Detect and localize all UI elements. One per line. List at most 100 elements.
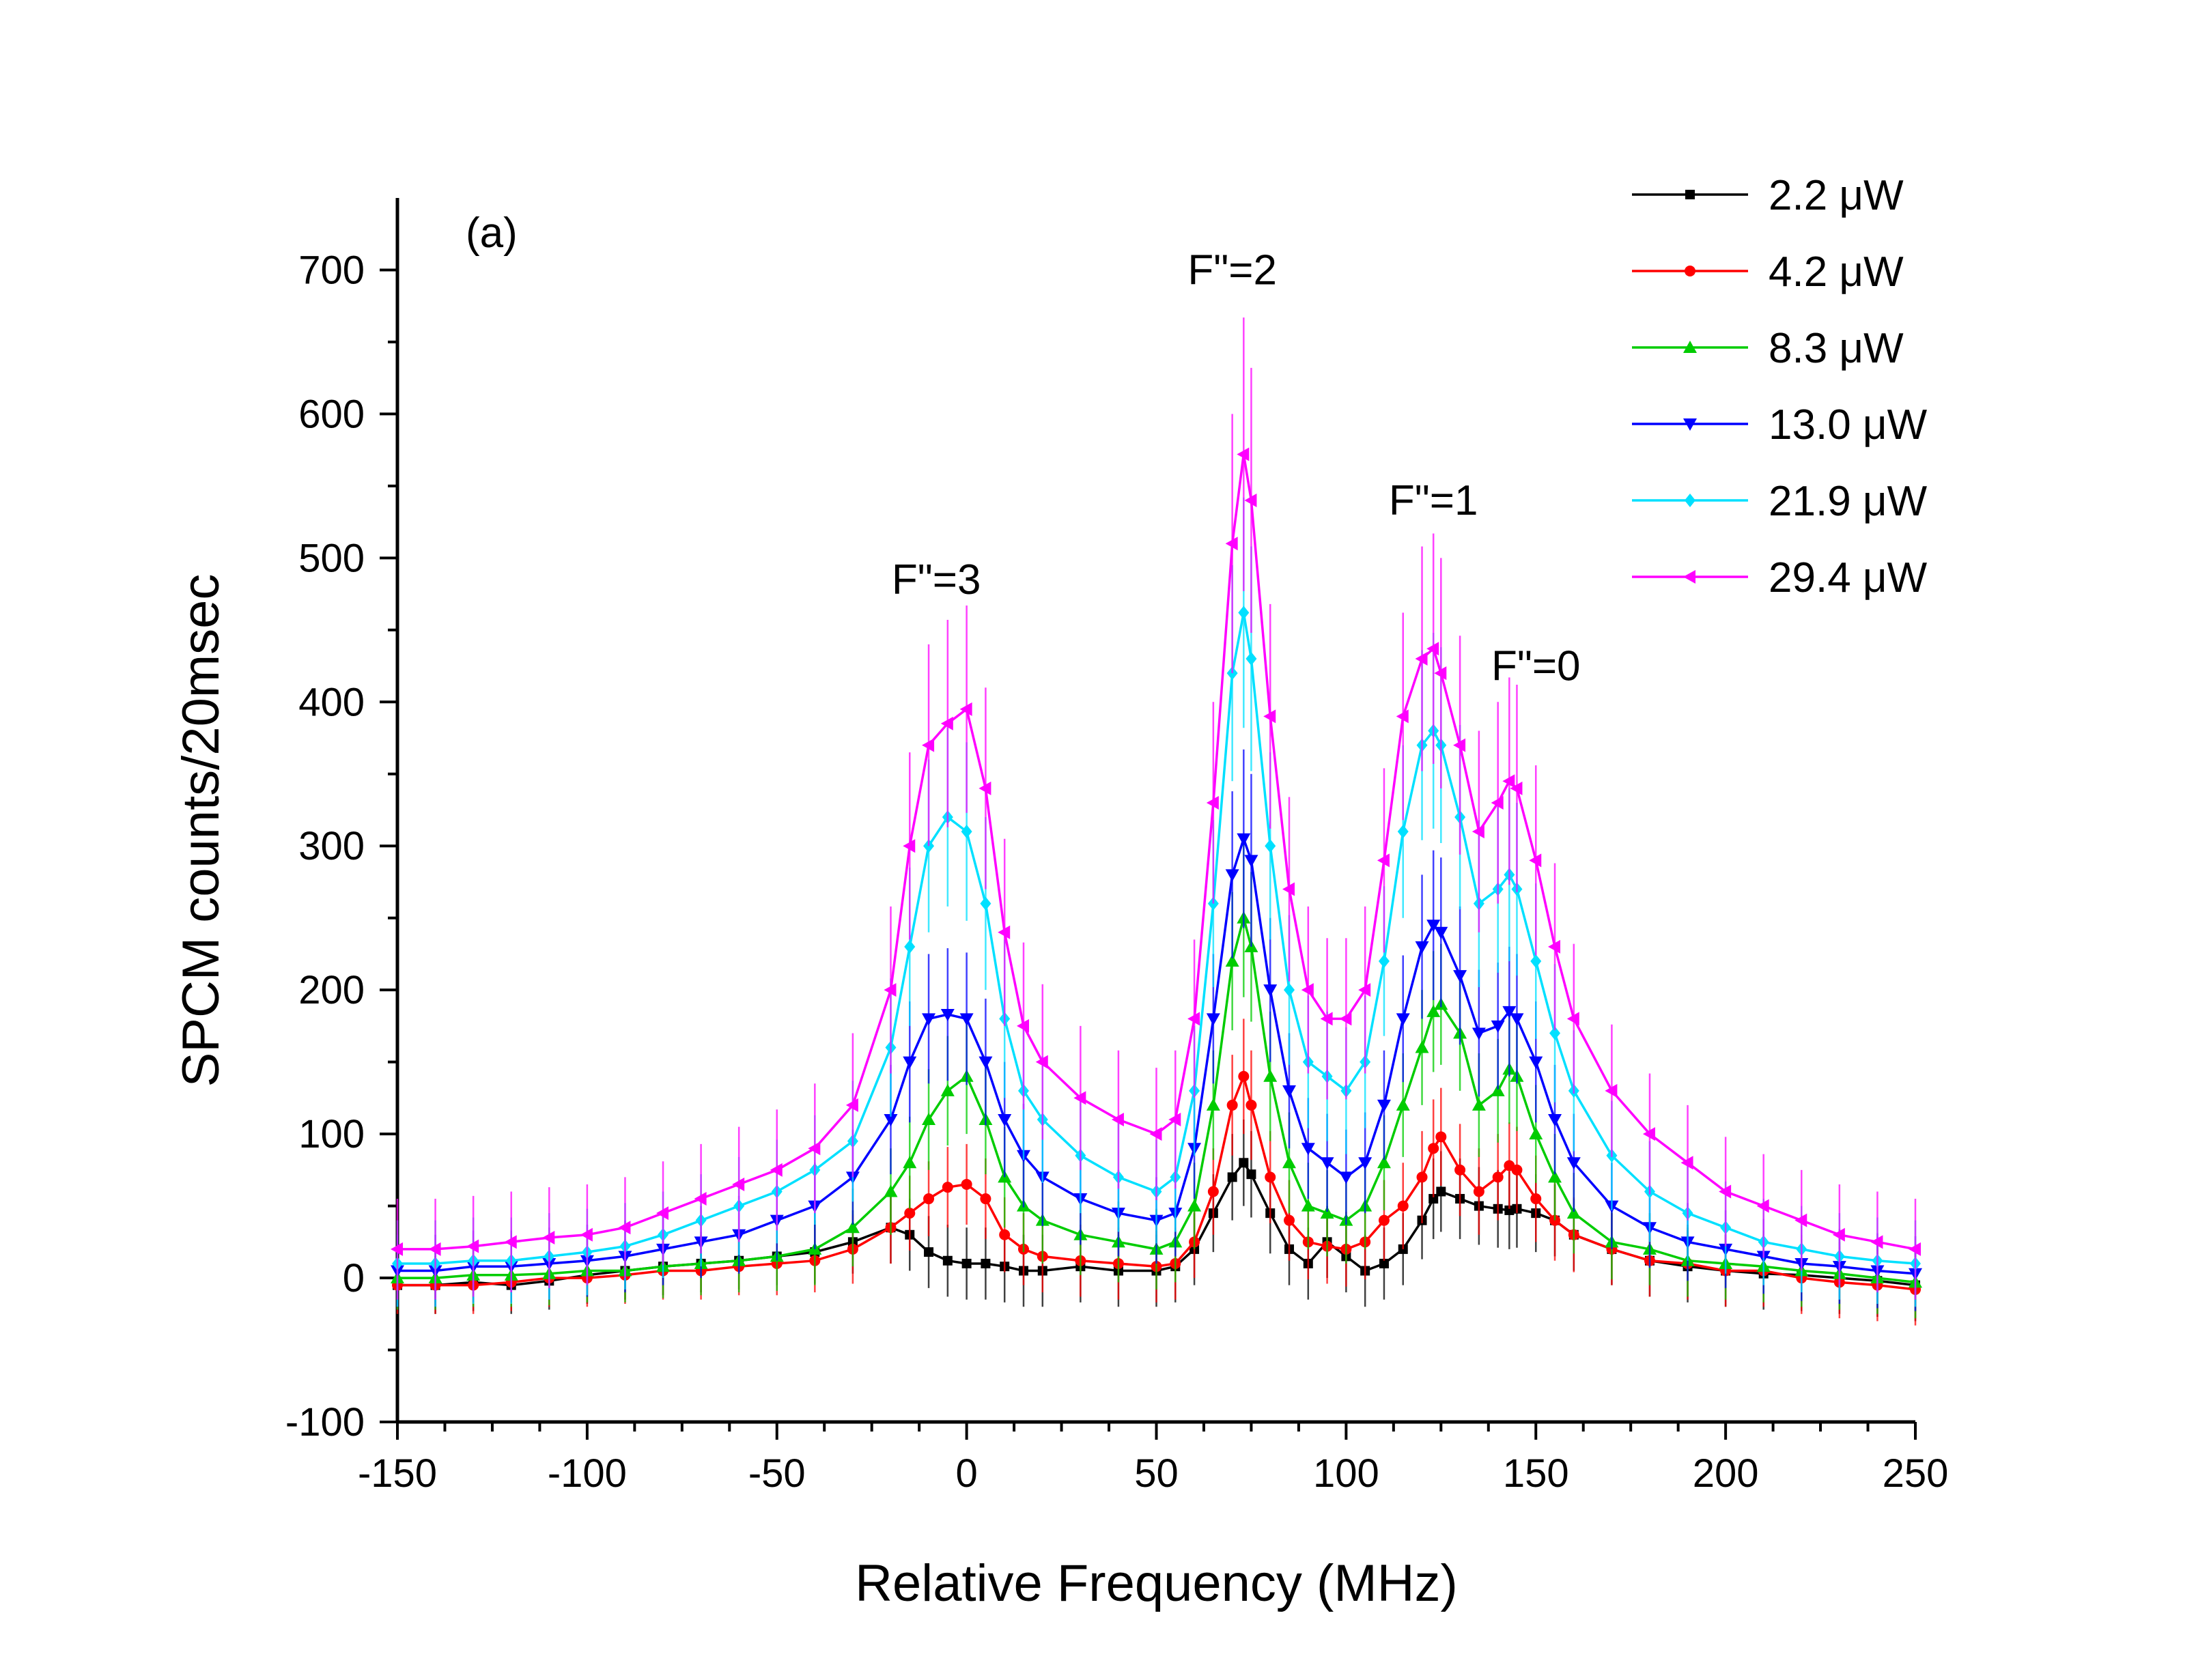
data-point [1683, 418, 1697, 431]
data-point [1206, 1013, 1220, 1026]
data-point [903, 1156, 917, 1169]
data-point [904, 939, 916, 954]
data-point [1510, 1013, 1524, 1026]
data-point [1239, 1158, 1249, 1168]
data-point [1416, 1171, 1428, 1183]
data-point [1301, 1199, 1315, 1212]
data-point [1426, 1004, 1441, 1017]
data-point [1339, 1012, 1352, 1026]
data-point [1187, 1012, 1200, 1026]
data-point [1548, 939, 1561, 954]
data-point [1566, 1206, 1581, 1219]
data-point [1435, 1131, 1447, 1143]
data-point [1378, 954, 1390, 968]
data-point [884, 1184, 898, 1197]
data-point [808, 1141, 821, 1156]
y-tick-label: 600 [298, 392, 365, 436]
data-point [1149, 1127, 1162, 1141]
data-point [1227, 1172, 1237, 1182]
data-point [1225, 537, 1238, 551]
legend-item: 8.3 μW [1632, 325, 1904, 372]
data-point [1415, 941, 1429, 954]
y-tick-label: 700 [298, 248, 365, 292]
data-point [1244, 493, 1257, 507]
peak-label: F"=0 [1491, 643, 1581, 690]
data-point [1453, 970, 1467, 983]
data-point [924, 1247, 934, 1257]
data-point [1245, 652, 1257, 666]
y-tick-label: 500 [298, 536, 365, 580]
data-point [1396, 1013, 1410, 1026]
x-tick-label: 0 [955, 1451, 977, 1496]
data-point [922, 1013, 936, 1026]
data-point [1642, 1127, 1655, 1141]
data-point [1378, 1214, 1390, 1226]
data-point [904, 1208, 916, 1219]
x-tick-label: 100 [1313, 1451, 1379, 1496]
data-point [1426, 920, 1441, 932]
data-point [1206, 795, 1219, 810]
data-point [959, 1013, 974, 1026]
data-point [1301, 1143, 1315, 1156]
data-point [1396, 1098, 1410, 1111]
peak-label: F"=2 [1187, 247, 1277, 294]
x-tick-label: -150 [358, 1451, 437, 1496]
axes: -150 -100 -50 0 50 100 150 200 250 -100 0 100 200 300… [285, 198, 1948, 1496]
data-point [1428, 1143, 1439, 1154]
series-layer [391, 317, 1922, 1326]
data-point [1472, 1027, 1486, 1040]
peak-label: F"=3 [892, 556, 981, 603]
y-tick-label: 0 [343, 1256, 365, 1300]
data-point [1379, 1258, 1389, 1268]
data-point [979, 1056, 993, 1069]
data-point [1870, 1235, 1883, 1249]
legend-item: 4.2 μW [1632, 248, 1904, 296]
data-point [1504, 1205, 1515, 1215]
data-point [1111, 1113, 1124, 1127]
data-point [998, 1114, 1012, 1127]
data-point [961, 825, 972, 839]
data-point [1453, 738, 1466, 752]
data-point [1016, 1019, 1029, 1033]
legend-label: 13.0 μW [1769, 401, 1928, 449]
data-point [732, 1177, 745, 1191]
data-point [1415, 1040, 1429, 1053]
data-point [999, 1229, 1011, 1240]
legend-item: 13.0 μW [1632, 401, 1928, 449]
data-point [1502, 774, 1515, 788]
data-point [1237, 833, 1251, 846]
data-point [1549, 1026, 1561, 1040]
legend-item: 21.9 μW [1632, 478, 1928, 525]
data-point [1377, 853, 1390, 868]
data-point [1756, 1199, 1769, 1213]
y-tick-label: 400 [298, 680, 365, 724]
data-point [770, 1163, 783, 1177]
data-point [656, 1206, 669, 1221]
data-point [1238, 606, 1250, 620]
data-point [1397, 1200, 1409, 1212]
x-tick-label: 250 [1883, 1451, 1949, 1496]
y-axis-title: SPCM counts/20msec [172, 574, 230, 1087]
data-point [1035, 1055, 1048, 1069]
data-point [1683, 570, 1695, 584]
data-point [940, 716, 953, 730]
peak-label: F"=1 [1389, 477, 1478, 524]
data-point [1245, 1099, 1257, 1111]
data-point [923, 1193, 935, 1205]
data-point [466, 1239, 479, 1253]
legend-label: 29.4 μW [1769, 554, 1928, 601]
data-point [1548, 1170, 1562, 1183]
data-point [1358, 1157, 1372, 1170]
data-point [1491, 1083, 1505, 1096]
data-point [1320, 1206, 1334, 1219]
data-point [1530, 1193, 1542, 1205]
x-tick-label: 200 [1693, 1451, 1759, 1496]
data-point [391, 1242, 403, 1256]
data-point [1566, 1012, 1579, 1026]
data-point [1415, 652, 1428, 666]
data-point [1320, 1012, 1333, 1026]
data-point [961, 1178, 972, 1190]
data-point [1566, 1157, 1581, 1170]
data-point [980, 1193, 991, 1205]
data-point [961, 1258, 972, 1268]
